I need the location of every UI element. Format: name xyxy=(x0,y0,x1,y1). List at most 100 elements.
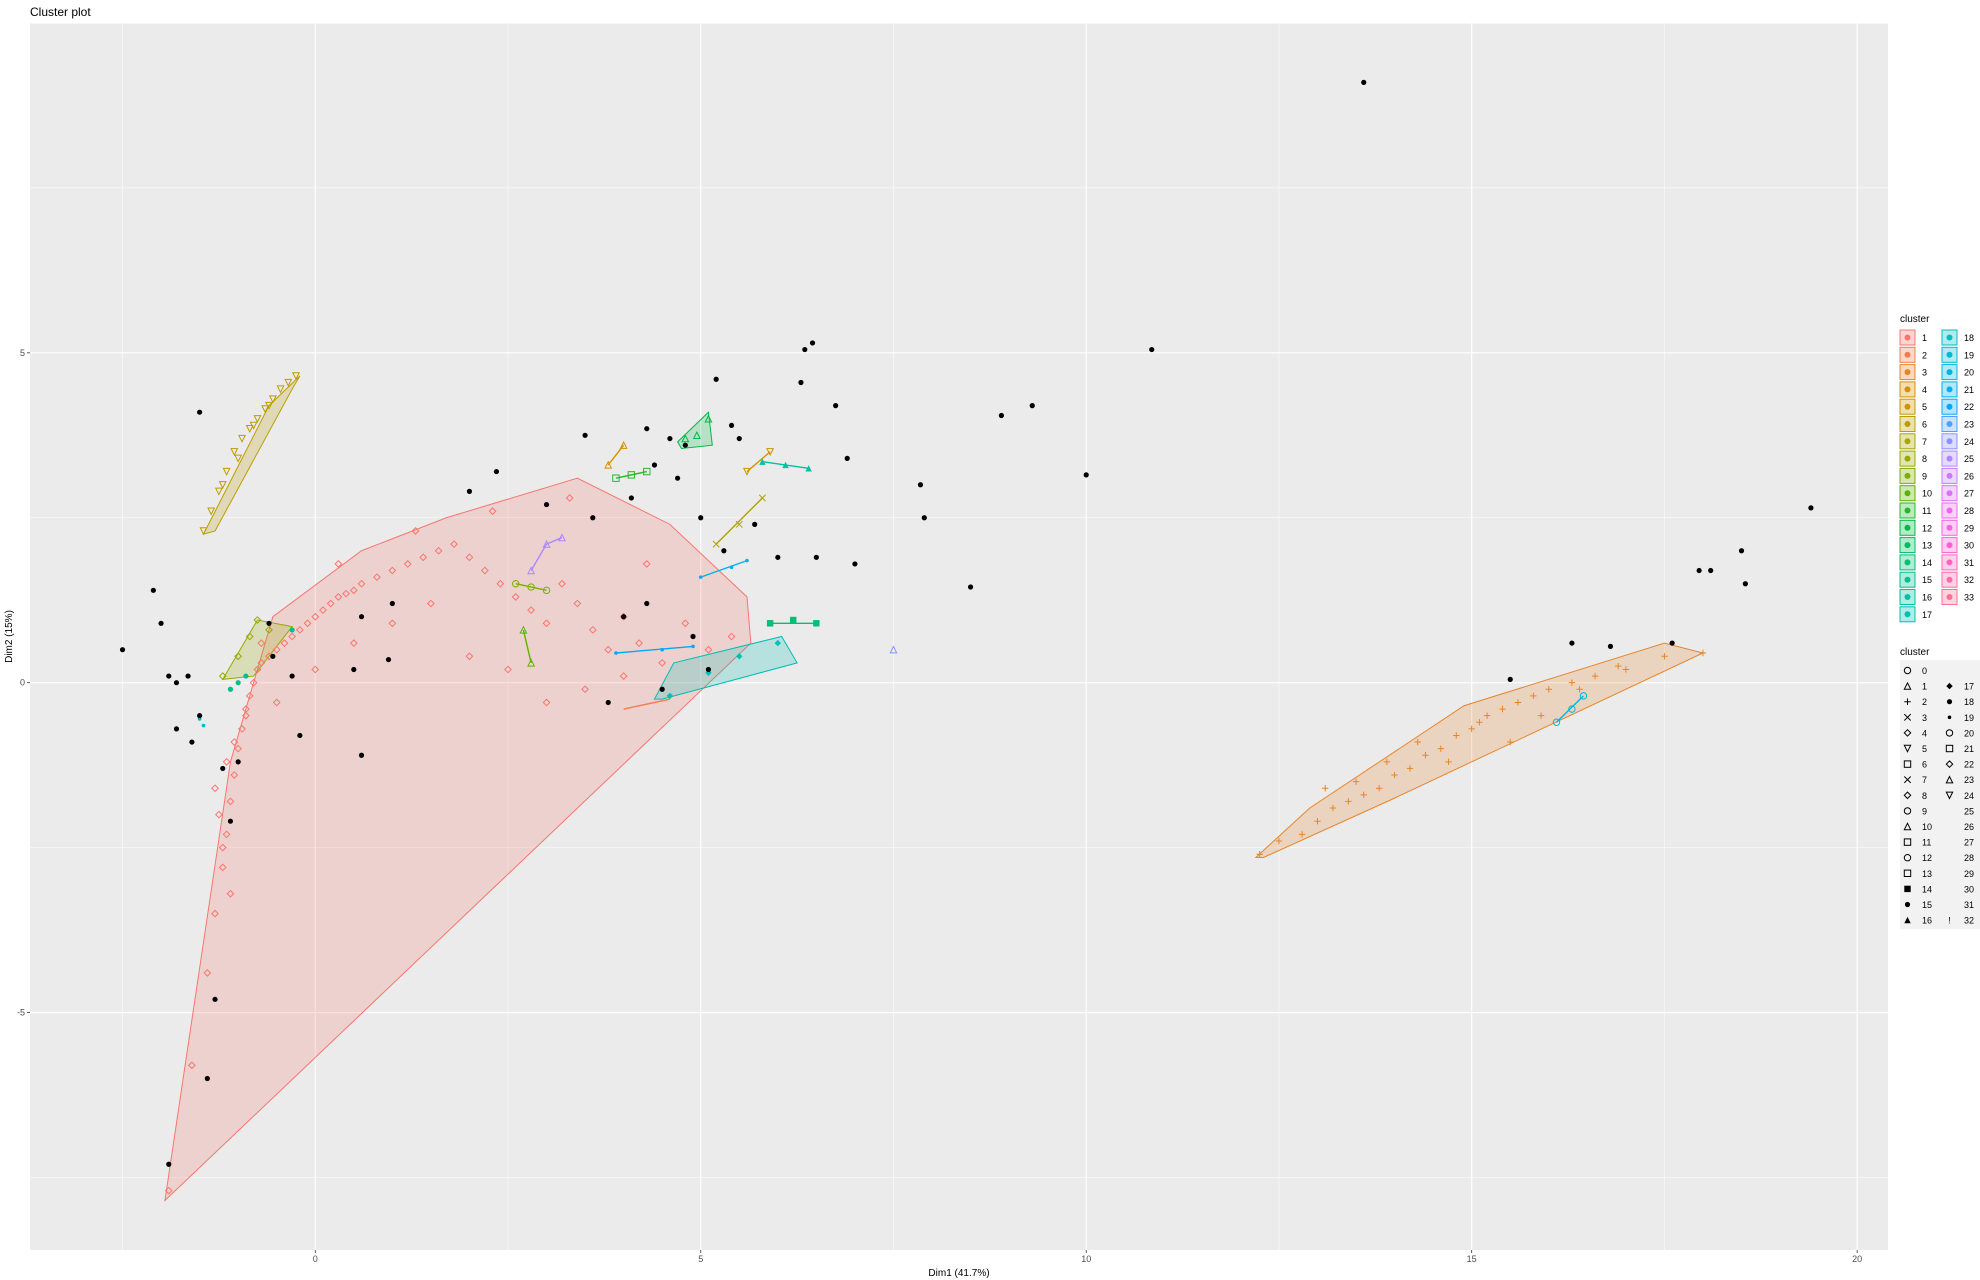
point-cluster-21 xyxy=(698,575,703,579)
point-cluster-14 xyxy=(790,616,797,624)
cluster-hulls xyxy=(164,375,1705,1202)
point-cluster-0 xyxy=(189,739,195,745)
cluster-segment-9 xyxy=(515,583,547,592)
point-cluster-0 xyxy=(775,554,781,560)
legend-fill-dot xyxy=(1904,455,1911,462)
point-cluster-3 xyxy=(1576,686,1583,693)
legend-shape-symbol xyxy=(1904,916,1911,924)
point-cluster-3 xyxy=(1507,738,1514,746)
point-cluster-6 xyxy=(214,487,223,496)
point-cluster-1 xyxy=(230,771,239,779)
point-cluster-1 xyxy=(342,589,350,598)
point-cluster-1 xyxy=(727,632,736,641)
legend-fill-label: 5 xyxy=(1922,402,1927,412)
legend-fill-dot xyxy=(1946,490,1953,497)
legend-fill-dot xyxy=(1946,559,1953,566)
legend-fill-dot xyxy=(1946,421,1953,427)
y-tick-label: 0 xyxy=(20,678,25,688)
grid-lines xyxy=(30,22,1888,1250)
legend-fill-title: cluster xyxy=(1900,314,1930,325)
legend-fill-label: 7 xyxy=(1922,437,1927,447)
point-cluster-6 xyxy=(222,467,231,476)
point-cluster-0 xyxy=(844,455,850,461)
point-cluster-0 xyxy=(270,653,276,659)
point-cluster-8 xyxy=(245,632,254,641)
point-cluster-1 xyxy=(218,863,227,872)
point-cluster-3 xyxy=(1383,758,1391,766)
legend-shape-label: 28 xyxy=(1964,853,1974,863)
point-cluster-1 xyxy=(218,843,227,852)
point-cluster-21 xyxy=(729,565,734,570)
point-cluster-9 xyxy=(527,583,535,591)
point-cluster-3 xyxy=(1256,850,1263,858)
point-cluster-3 xyxy=(1468,725,1475,733)
legend-shape-bg xyxy=(1900,660,1980,930)
point-cluster-3 xyxy=(1499,705,1506,713)
cluster-segment-11 xyxy=(615,470,647,479)
legend-fill-dot xyxy=(1904,611,1911,618)
legend-fill-label: 21 xyxy=(1964,385,1974,395)
point-cluster-8 xyxy=(218,672,227,680)
legend-fill-label: 1 xyxy=(1922,333,1927,343)
point-cluster-0 xyxy=(721,548,727,554)
legend-shape-symbol xyxy=(1904,698,1911,705)
legend-shape: cluster012345678910111213141516171819202… xyxy=(1900,647,1980,930)
legend-shape-label: 26 xyxy=(1964,822,1974,832)
legend-shape-label: 29 xyxy=(1964,869,1974,879)
point-cluster-7 xyxy=(712,540,720,548)
point-cluster-1 xyxy=(542,698,551,707)
point-cluster-0 xyxy=(852,561,858,567)
point-cluster-0 xyxy=(158,620,164,626)
x-tick-label: 10 xyxy=(1081,1254,1091,1264)
point-cluster-6 xyxy=(234,454,243,463)
point-cluster-7 xyxy=(735,520,743,528)
point-cluster-1 xyxy=(326,599,335,608)
point-cluster-0 xyxy=(667,435,673,442)
point-cluster-10 xyxy=(519,625,528,634)
point-cluster-1 xyxy=(303,619,312,628)
legend-fill-dot xyxy=(1946,524,1953,531)
y-tick-label: 5 xyxy=(20,348,25,358)
point-cluster-1 xyxy=(434,546,443,555)
point-cluster-0 xyxy=(543,501,550,508)
legend-fill-dot xyxy=(1946,507,1953,514)
legend-shape-symbol xyxy=(1947,715,1952,720)
point-cluster-3 xyxy=(1699,649,1707,657)
point-cluster-3 xyxy=(1352,778,1360,785)
point-cluster-1 xyxy=(558,579,566,588)
point-cluster-25 xyxy=(527,566,536,575)
point-cluster-3 xyxy=(1322,785,1329,792)
legend-fill-dot xyxy=(1946,542,1953,549)
legend-shape-symbol xyxy=(1903,681,1912,690)
legend-shape-label: 27 xyxy=(1964,838,1974,848)
point-cluster-17 xyxy=(736,653,743,660)
legend-fill-dot xyxy=(1904,351,1911,358)
point-cluster-1 xyxy=(222,757,231,766)
cluster-hull-3 xyxy=(1254,642,1705,858)
legend-fill-dot xyxy=(1946,576,1953,583)
legend-fill-label: 9 xyxy=(1922,471,1927,481)
point-cluster-25 xyxy=(557,533,566,542)
point-cluster-22 xyxy=(614,651,618,655)
legend-fill-label: 29 xyxy=(1964,523,1974,533)
point-cluster-11 xyxy=(643,467,651,476)
point-cluster-1 xyxy=(272,645,281,654)
legend-shape-label: 5 xyxy=(1922,744,1927,754)
point-cluster-1 xyxy=(245,691,254,700)
legend-fill-label: 2 xyxy=(1922,350,1927,360)
legend-fill-dot xyxy=(1904,559,1911,566)
point-cluster-5 xyxy=(742,467,751,476)
legend-shape-label: 30 xyxy=(1964,884,1974,894)
point-cluster-0 xyxy=(917,482,924,488)
point-cluster-1 xyxy=(349,586,358,595)
point-cluster-1 xyxy=(619,672,628,680)
point-cluster-0 xyxy=(1149,346,1155,353)
legend-shape-symbol xyxy=(1945,744,1954,753)
legend-fill-dot xyxy=(1904,386,1911,393)
point-cluster-22 xyxy=(660,647,664,652)
legend-fill-label: 3 xyxy=(1922,368,1927,378)
point-cluster-0 xyxy=(358,614,365,620)
point-cluster-1 xyxy=(573,599,582,608)
point-cluster-1 xyxy=(704,645,713,654)
point-cluster-1 xyxy=(388,566,397,575)
